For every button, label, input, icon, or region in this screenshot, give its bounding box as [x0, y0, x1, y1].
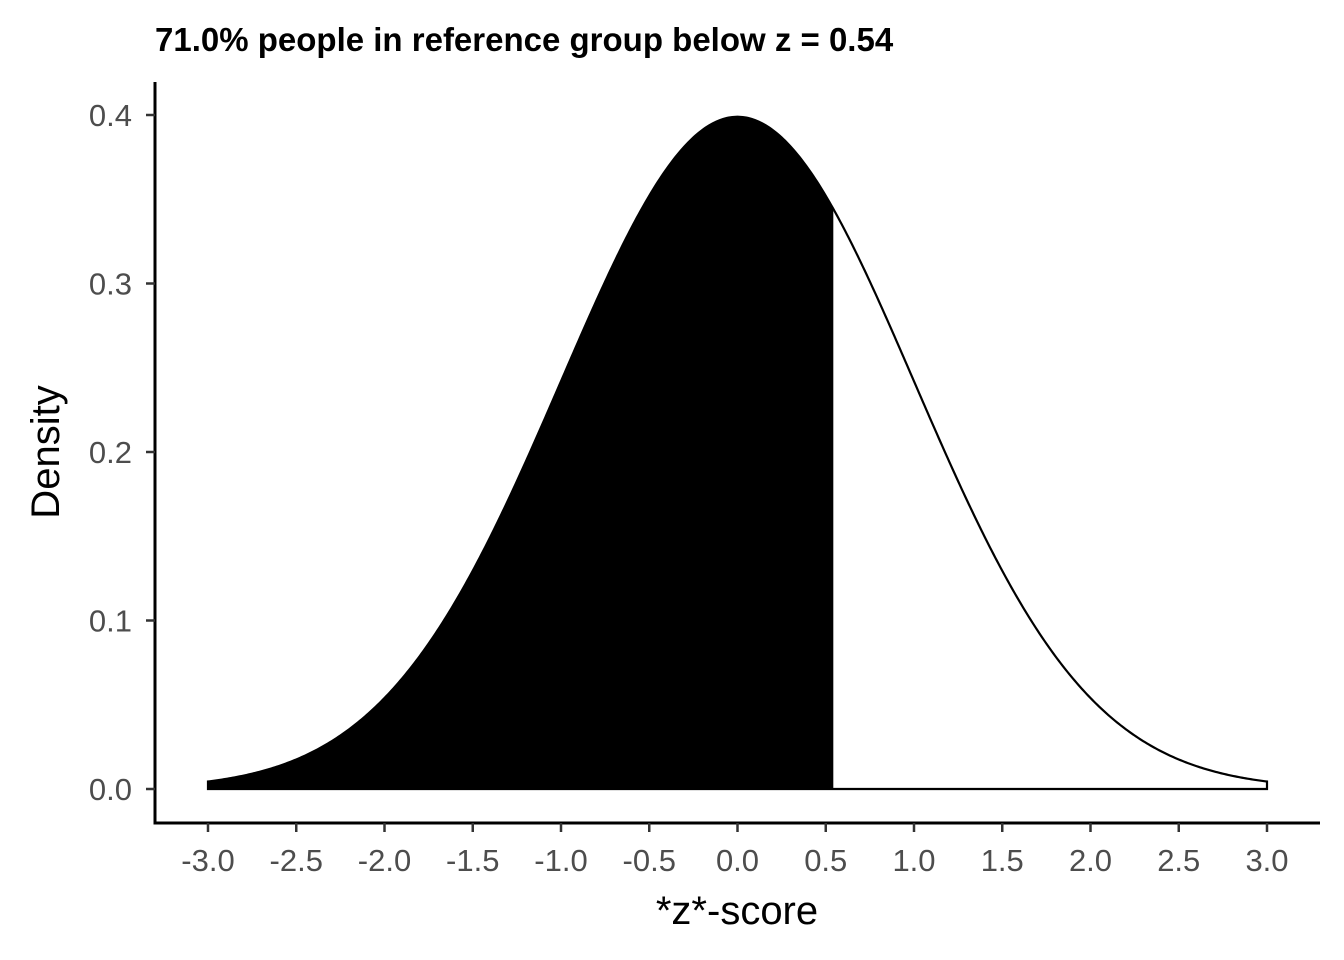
y-tick-label: 0.3: [89, 267, 132, 302]
x-tick-label: 1.5: [981, 843, 1024, 878]
y-tick-label: 0.0: [89, 772, 132, 807]
x-tick-label: -0.5: [623, 843, 676, 878]
y-axis-title: Density: [24, 385, 68, 518]
x-tick-label: 0.0: [716, 843, 759, 878]
x-tick-label: -1.5: [446, 843, 499, 878]
x-tick-label: -2.0: [358, 843, 411, 878]
x-tick-label: -3.0: [181, 843, 234, 878]
shaded-area-below-z: [207, 116, 834, 790]
x-tick-label: 2.0: [1069, 843, 1112, 878]
y-tick-label: 0.4: [89, 98, 132, 133]
x-tick-label: 3.0: [1245, 843, 1288, 878]
chart-title: 71.0% people in reference group below z …: [155, 21, 894, 58]
x-tick-label: 0.5: [804, 843, 847, 878]
x-tick-label: 1.0: [892, 843, 935, 878]
x-axis-title: *z*-score: [656, 889, 818, 933]
y-tick-label: 0.2: [89, 435, 132, 470]
x-tick-label: -1.0: [534, 843, 587, 878]
x-tick-label: 2.5: [1157, 843, 1200, 878]
y-tick-label: 0.1: [89, 604, 132, 639]
x-tick-label: -2.5: [270, 843, 323, 878]
